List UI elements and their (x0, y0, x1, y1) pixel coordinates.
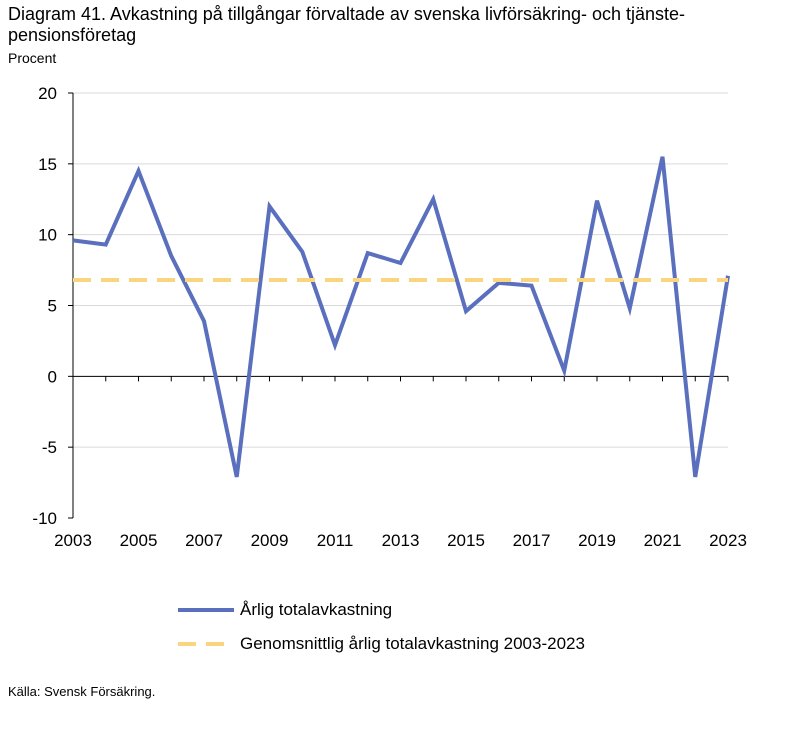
x-tick-label: 2023 (709, 531, 747, 550)
source-note: Källa: Svensk Försäkring. (8, 684, 156, 699)
legend-item-average-return: Genomsnittlig årlig totalavkastning 2003… (178, 627, 585, 661)
legend-swatch-dashed (178, 642, 234, 646)
legend: Årlig totalavkastning Genomsnittlig årli… (178, 593, 585, 661)
y-tick-label: 15 (38, 155, 57, 174)
y-axis-label: Procent (8, 50, 57, 66)
x-tick-label: 2009 (251, 531, 289, 550)
chart-title-line-1: Diagram 41. Avkastning på tillgångar för… (8, 4, 686, 24)
legend-swatch-solid (178, 608, 234, 612)
y-tick-label: -10 (32, 509, 57, 528)
y-tick-label: 0 (48, 367, 57, 386)
legend-label-average-return: Genomsnittlig årlig totalavkastning 2003… (240, 634, 585, 653)
x-tick-label: 2017 (513, 531, 551, 550)
y-tick-label: 5 (48, 297, 57, 316)
axes (68, 92, 729, 519)
x-tick-label: 2013 (382, 531, 420, 550)
chart-title-line-2: pensionsföretag (8, 25, 137, 45)
y-tick-label: 20 (38, 84, 57, 103)
legend-label-annual-return: Årlig totalavkastning (240, 600, 393, 619)
x-tick-label: 2005 (120, 531, 158, 550)
gridlines (73, 92, 728, 448)
series-layer (72, 156, 730, 478)
chart-title: Diagram 41. Avkastning på tillgångar för… (8, 4, 768, 46)
x-tick-label: 2021 (644, 531, 682, 550)
x-tick-label: 2003 (54, 531, 92, 550)
x-tick-label: 2019 (578, 531, 616, 550)
y-tick-label: 10 (38, 226, 57, 245)
y-tick-label: -5 (42, 438, 57, 457)
x-tick-label: 2015 (447, 531, 485, 550)
x-tick-label: 2011 (317, 531, 354, 550)
series-line-annual-return (72, 156, 730, 478)
legend-item-annual-return: Årlig totalavkastning (178, 593, 585, 627)
x-tick-label: 2007 (185, 531, 223, 550)
